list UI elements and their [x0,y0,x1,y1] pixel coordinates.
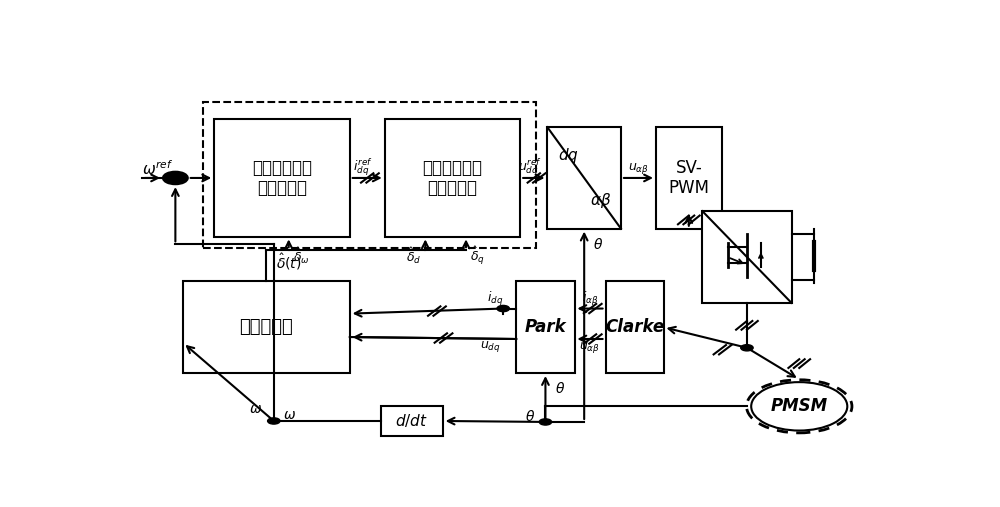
Text: PMSM: PMSM [771,397,828,415]
Text: $\hat{\delta}_\omega$: $\hat{\delta}_\omega$ [293,246,309,266]
Text: $i_{dq}^{ref}$: $i_{dq}^{ref}$ [353,156,373,178]
Bar [381,406,443,436]
Circle shape [163,172,188,184]
Circle shape [539,419,552,425]
Bar [385,119,520,236]
Text: $\hat{\delta}(t)$: $\hat{\delta}(t)$ [276,252,301,272]
Text: Park: Park [525,318,566,336]
Bar [202,102,536,248]
Bar [702,211,792,303]
Text: $\theta$: $\theta$ [555,381,565,396]
Circle shape [268,418,280,424]
Text: $\omega$: $\omega$ [283,408,296,422]
Text: 故障观测器: 故障观测器 [240,318,293,336]
Text: $\alpha\beta$: $\alpha\beta$ [590,191,611,210]
Text: Clarke: Clarke [605,318,664,336]
Bar [516,281,574,373]
Text: $u_{dq}$: $u_{dq}$ [480,339,501,353]
Bar [656,127,722,229]
Text: $\theta$: $\theta$ [593,237,604,252]
Text: $\omega$: $\omega$ [249,402,262,416]
Text: 鲁棒容错预测
速度控制器: 鲁棒容错预测 速度控制器 [252,159,312,197]
Text: $\theta$: $\theta$ [525,409,535,423]
Text: 鲁棒容错预测
电流控制器: 鲁棒容错预测 电流控制器 [422,159,482,197]
Circle shape [741,345,753,351]
Bar [606,281,664,373]
Text: $u_{dq}^{ref}$: $u_{dq}^{ref}$ [518,156,542,178]
Text: $i_{dq}$: $i_{dq}$ [487,290,504,308]
Text: $dq$: $dq$ [558,146,578,165]
Text: $\hat{\delta}_q$: $\hat{\delta}_q$ [470,245,485,267]
Circle shape [497,305,509,312]
Circle shape [751,382,847,430]
Text: SV-
PWM: SV- PWM [668,159,709,197]
Text: $\omega^{ref}$: $\omega^{ref}$ [142,159,174,177]
Bar [547,127,621,229]
Text: $d/dt$: $d/dt$ [395,413,428,429]
Text: $\hat{\delta}_d$: $\hat{\delta}_d$ [406,246,421,266]
Bar [183,281,350,373]
Text: $u_{\alpha\beta}$: $u_{\alpha\beta}$ [628,161,649,176]
Text: $u_{\alpha\beta}$: $u_{\alpha\beta}$ [579,340,601,355]
Bar [214,119,350,236]
Text: $i_{\alpha\beta}$: $i_{\alpha\beta}$ [582,290,598,308]
